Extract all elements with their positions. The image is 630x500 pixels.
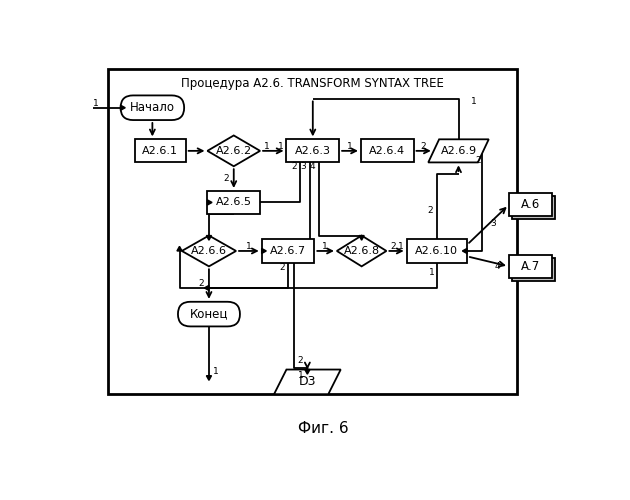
Text: А2.6.7: А2.6.7 (270, 246, 306, 256)
Text: 1: 1 (398, 242, 404, 251)
Text: 1: 1 (93, 100, 99, 108)
Text: Начало: Начало (130, 101, 175, 114)
Text: А2.6.2: А2.6.2 (215, 146, 252, 156)
Text: 2: 2 (427, 206, 433, 214)
Text: А2.6.4: А2.6.4 (369, 146, 405, 156)
Polygon shape (207, 136, 260, 166)
Polygon shape (177, 246, 182, 251)
Text: 1: 1 (246, 242, 252, 251)
Text: Фиг. 6: Фиг. 6 (297, 420, 348, 436)
Bar (135, 140, 186, 162)
Text: А2.6.10: А2.6.10 (415, 246, 458, 256)
Polygon shape (337, 236, 386, 266)
Polygon shape (305, 370, 310, 374)
Text: 1: 1 (213, 368, 219, 376)
Polygon shape (207, 200, 212, 205)
Text: 2: 2 (476, 156, 481, 164)
Text: 2: 2 (391, 242, 396, 251)
Text: 2: 2 (292, 162, 297, 171)
Text: А.6: А.6 (521, 198, 540, 211)
Text: 4: 4 (310, 162, 316, 171)
Text: Конец: Конец (190, 308, 228, 320)
Text: 1: 1 (428, 268, 434, 277)
Polygon shape (428, 140, 489, 162)
Text: 1: 1 (471, 97, 477, 106)
Polygon shape (204, 286, 209, 290)
Bar (509, 255, 553, 278)
Polygon shape (120, 105, 125, 110)
Text: 4: 4 (495, 262, 500, 271)
Text: 2: 2 (421, 142, 427, 150)
Polygon shape (359, 236, 364, 240)
Text: 1: 1 (323, 242, 328, 251)
Bar (512, 196, 556, 220)
Text: А2.6.3: А2.6.3 (295, 146, 331, 156)
Polygon shape (261, 248, 266, 254)
Bar (512, 258, 556, 281)
Text: Процедура А2.6. TRANSFORM SYNTAX TREE: Процедура А2.6. TRANSFORM SYNTAX TREE (181, 76, 444, 90)
Bar (361, 140, 413, 162)
FancyBboxPatch shape (120, 96, 184, 120)
Text: А2.6.9: А2.6.9 (440, 146, 476, 156)
Text: 1: 1 (297, 371, 303, 380)
Text: 1: 1 (278, 142, 284, 150)
Polygon shape (462, 248, 467, 254)
Polygon shape (207, 376, 212, 380)
Polygon shape (182, 236, 236, 266)
Polygon shape (207, 236, 212, 240)
Text: А2.6.1: А2.6.1 (142, 146, 178, 156)
Text: D3: D3 (299, 376, 316, 388)
Bar (108, 69, 517, 394)
Text: 2: 2 (198, 279, 204, 288)
Bar (406, 240, 467, 262)
Polygon shape (274, 370, 341, 394)
Text: 1: 1 (347, 142, 353, 150)
FancyBboxPatch shape (178, 302, 240, 326)
Bar (261, 240, 314, 262)
Text: 2: 2 (223, 174, 229, 183)
Text: 3: 3 (301, 162, 306, 171)
Text: А.7: А.7 (521, 260, 540, 273)
Text: А2.6.6: А2.6.6 (191, 246, 227, 256)
Text: А2.6.5: А2.6.5 (215, 198, 252, 207)
Bar (287, 140, 339, 162)
Text: А2.6.8: А2.6.8 (343, 246, 380, 256)
Text: 1: 1 (264, 142, 270, 150)
Text: 2: 2 (279, 264, 285, 272)
Text: 3: 3 (491, 218, 496, 228)
Bar (207, 191, 260, 214)
Text: 2: 2 (297, 356, 303, 365)
Bar (509, 193, 553, 216)
